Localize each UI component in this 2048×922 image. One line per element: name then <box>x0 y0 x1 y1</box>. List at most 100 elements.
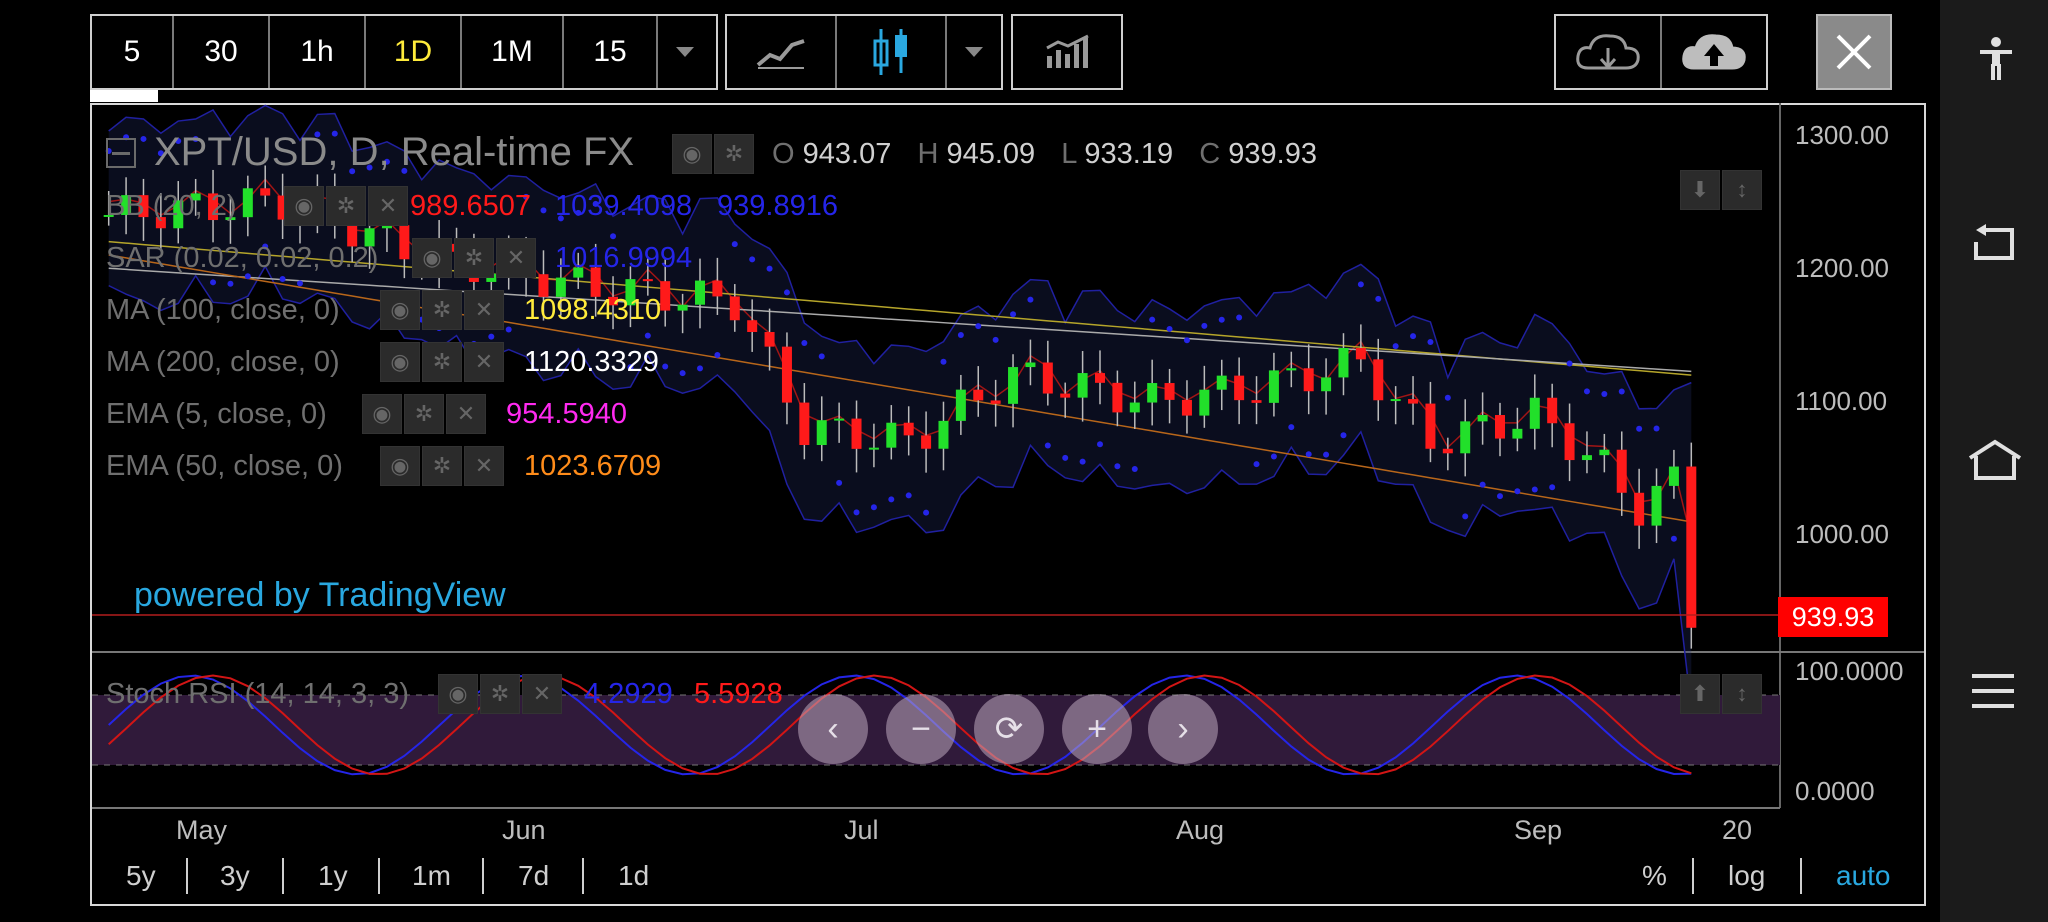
sar-dot <box>610 233 617 240</box>
indicators-button[interactable] <box>1013 16 1121 88</box>
sar-dot <box>1131 465 1138 472</box>
eye-icon[interactable]: ◉ <box>412 238 452 278</box>
remove-icon[interactable]: ✕ <box>464 446 504 486</box>
bb-lower-line <box>108 264 1693 709</box>
eye-icon[interactable]: ◉ <box>380 290 420 330</box>
zoom-out-button[interactable]: − <box>886 694 956 764</box>
move-down-icon[interactable]: ⬇ <box>1680 170 1720 210</box>
gear-icon[interactable]: ✲ <box>326 186 366 226</box>
candle-body <box>1077 373 1088 398</box>
sar-dot <box>1183 337 1190 344</box>
sar-dot <box>679 370 686 377</box>
gear-icon[interactable]: ✲ <box>422 446 462 486</box>
load-layout-button[interactable] <box>1556 16 1662 88</box>
range-1d-tab[interactable]: 1d <box>618 860 650 891</box>
gear-icon[interactable]: ✲ <box>480 674 520 714</box>
sar-dot <box>1618 388 1625 395</box>
cloud-toolbar <box>1554 14 1768 90</box>
candle-body <box>1564 423 1575 461</box>
maximize-pane-icon[interactable]: ↕ <box>1722 170 1762 210</box>
sar-dot <box>505 326 512 333</box>
save-layout-button[interactable] <box>1662 16 1766 88</box>
candle-body <box>747 320 758 333</box>
range-7d-tab[interactable]: 7d <box>518 860 550 891</box>
maximize-pane-icon[interactable]: ↕ <box>1722 674 1762 714</box>
tradingview-watermark[interactable]: powered by TradingView <box>134 576 506 614</box>
interval-15-button[interactable]: 15 <box>564 16 658 88</box>
gear-icon[interactable]: ✲ <box>714 134 754 174</box>
sar-dot <box>905 492 912 499</box>
interval-1m-button[interactable]: 1M <box>462 16 564 88</box>
sar-dot <box>1427 338 1434 345</box>
auto-scale-toggle[interactable]: auto <box>1836 860 1891 891</box>
candle-body <box>347 223 358 247</box>
remove-icon[interactable]: ✕ <box>464 290 504 330</box>
collapse-legend-button[interactable] <box>106 138 136 168</box>
sar-dot <box>383 158 390 165</box>
sar-dot <box>870 504 877 511</box>
move-up-icon[interactable]: ⬆ <box>1680 674 1720 714</box>
eye-icon[interactable]: ◉ <box>362 394 402 434</box>
range-5y-tab[interactable]: 5y <box>126 860 156 891</box>
candle-body <box>1651 485 1662 526</box>
percent-scale-toggle[interactable]: % <box>1642 860 1667 891</box>
range-1y-tab[interactable]: 1y <box>318 860 348 891</box>
interval-1d-button[interactable]: 1D <box>366 16 462 88</box>
eye-icon[interactable]: ◉ <box>438 674 478 714</box>
interval-30-button[interactable]: 30 <box>174 16 270 88</box>
remove-icon[interactable]: ✕ <box>446 394 486 434</box>
accessibility-icon[interactable] <box>1978 36 2014 82</box>
sar-dot <box>540 207 547 214</box>
time-tick: Sep <box>1514 815 1563 845</box>
close-icon <box>1836 34 1872 70</box>
range-3y-tab[interactable]: 3y <box>220 860 250 891</box>
sar-dot <box>1253 461 1260 468</box>
close-value: 939.93 <box>1228 138 1317 170</box>
reset-chart-button[interactable]: ⟳ <box>974 694 1044 764</box>
gear-icon[interactable]: ✲ <box>422 342 462 382</box>
scroll-right-button[interactable]: › <box>1148 694 1218 764</box>
remove-icon[interactable]: ✕ <box>368 186 408 226</box>
eye-icon[interactable]: ◉ <box>284 186 324 226</box>
sar-dot <box>1079 458 1086 465</box>
candle-body <box>555 277 566 297</box>
interval-1h-button[interactable]: 1h <box>270 16 366 88</box>
sar-dot <box>1531 486 1538 493</box>
remove-icon[interactable]: ✕ <box>464 342 504 382</box>
stoch-k-line <box>108 674 1692 776</box>
eye-icon[interactable]: ◉ <box>380 446 420 486</box>
log-scale-toggle[interactable]: log <box>1728 860 1766 891</box>
high-value: 945.09 <box>946 138 1036 170</box>
sar-dot <box>1514 488 1521 495</box>
range-1m-tab[interactable]: 1m <box>412 860 451 891</box>
gear-icon[interactable]: ✲ <box>454 238 494 278</box>
sar-dot <box>1010 311 1017 318</box>
candlestick-button[interactable] <box>837 16 947 88</box>
back-icon[interactable] <box>1970 222 2018 262</box>
bb-lower-value: 939.8916 <box>717 190 838 222</box>
zoom-in-button[interactable]: + <box>1062 694 1132 764</box>
price-tick: 1300.00 <box>1795 120 1889 150</box>
eye-icon[interactable]: ◉ <box>380 342 420 382</box>
gear-icon[interactable]: ✲ <box>422 290 462 330</box>
timeline-scroll-indicator[interactable] <box>90 90 158 102</box>
remove-icon[interactable]: ✕ <box>496 238 536 278</box>
indicator-ma100-name: MA (100, close, 0) <box>106 294 340 326</box>
chart-type-dropdown-button[interactable] <box>947 16 1001 88</box>
interval-5-button[interactable]: 5 <box>92 16 174 88</box>
sar-dot <box>1444 394 1451 401</box>
gear-icon[interactable]: ✲ <box>404 394 444 434</box>
line-chart-button[interactable] <box>727 16 837 88</box>
divider <box>282 858 284 894</box>
candle-body <box>938 420 949 449</box>
remove-icon[interactable]: ✕ <box>522 674 562 714</box>
home-icon[interactable] <box>1966 438 2024 482</box>
eye-icon[interactable]: ◉ <box>672 134 712 174</box>
interval-dropdown-button[interactable] <box>658 16 712 88</box>
close-button[interactable] <box>1816 14 1892 90</box>
chevron-down-icon <box>676 47 694 57</box>
sar-dot <box>888 496 895 503</box>
cloud-download-icon <box>1576 34 1640 70</box>
scroll-left-button[interactable]: ‹ <box>798 694 868 764</box>
menu-icon[interactable] <box>1970 672 2016 710</box>
